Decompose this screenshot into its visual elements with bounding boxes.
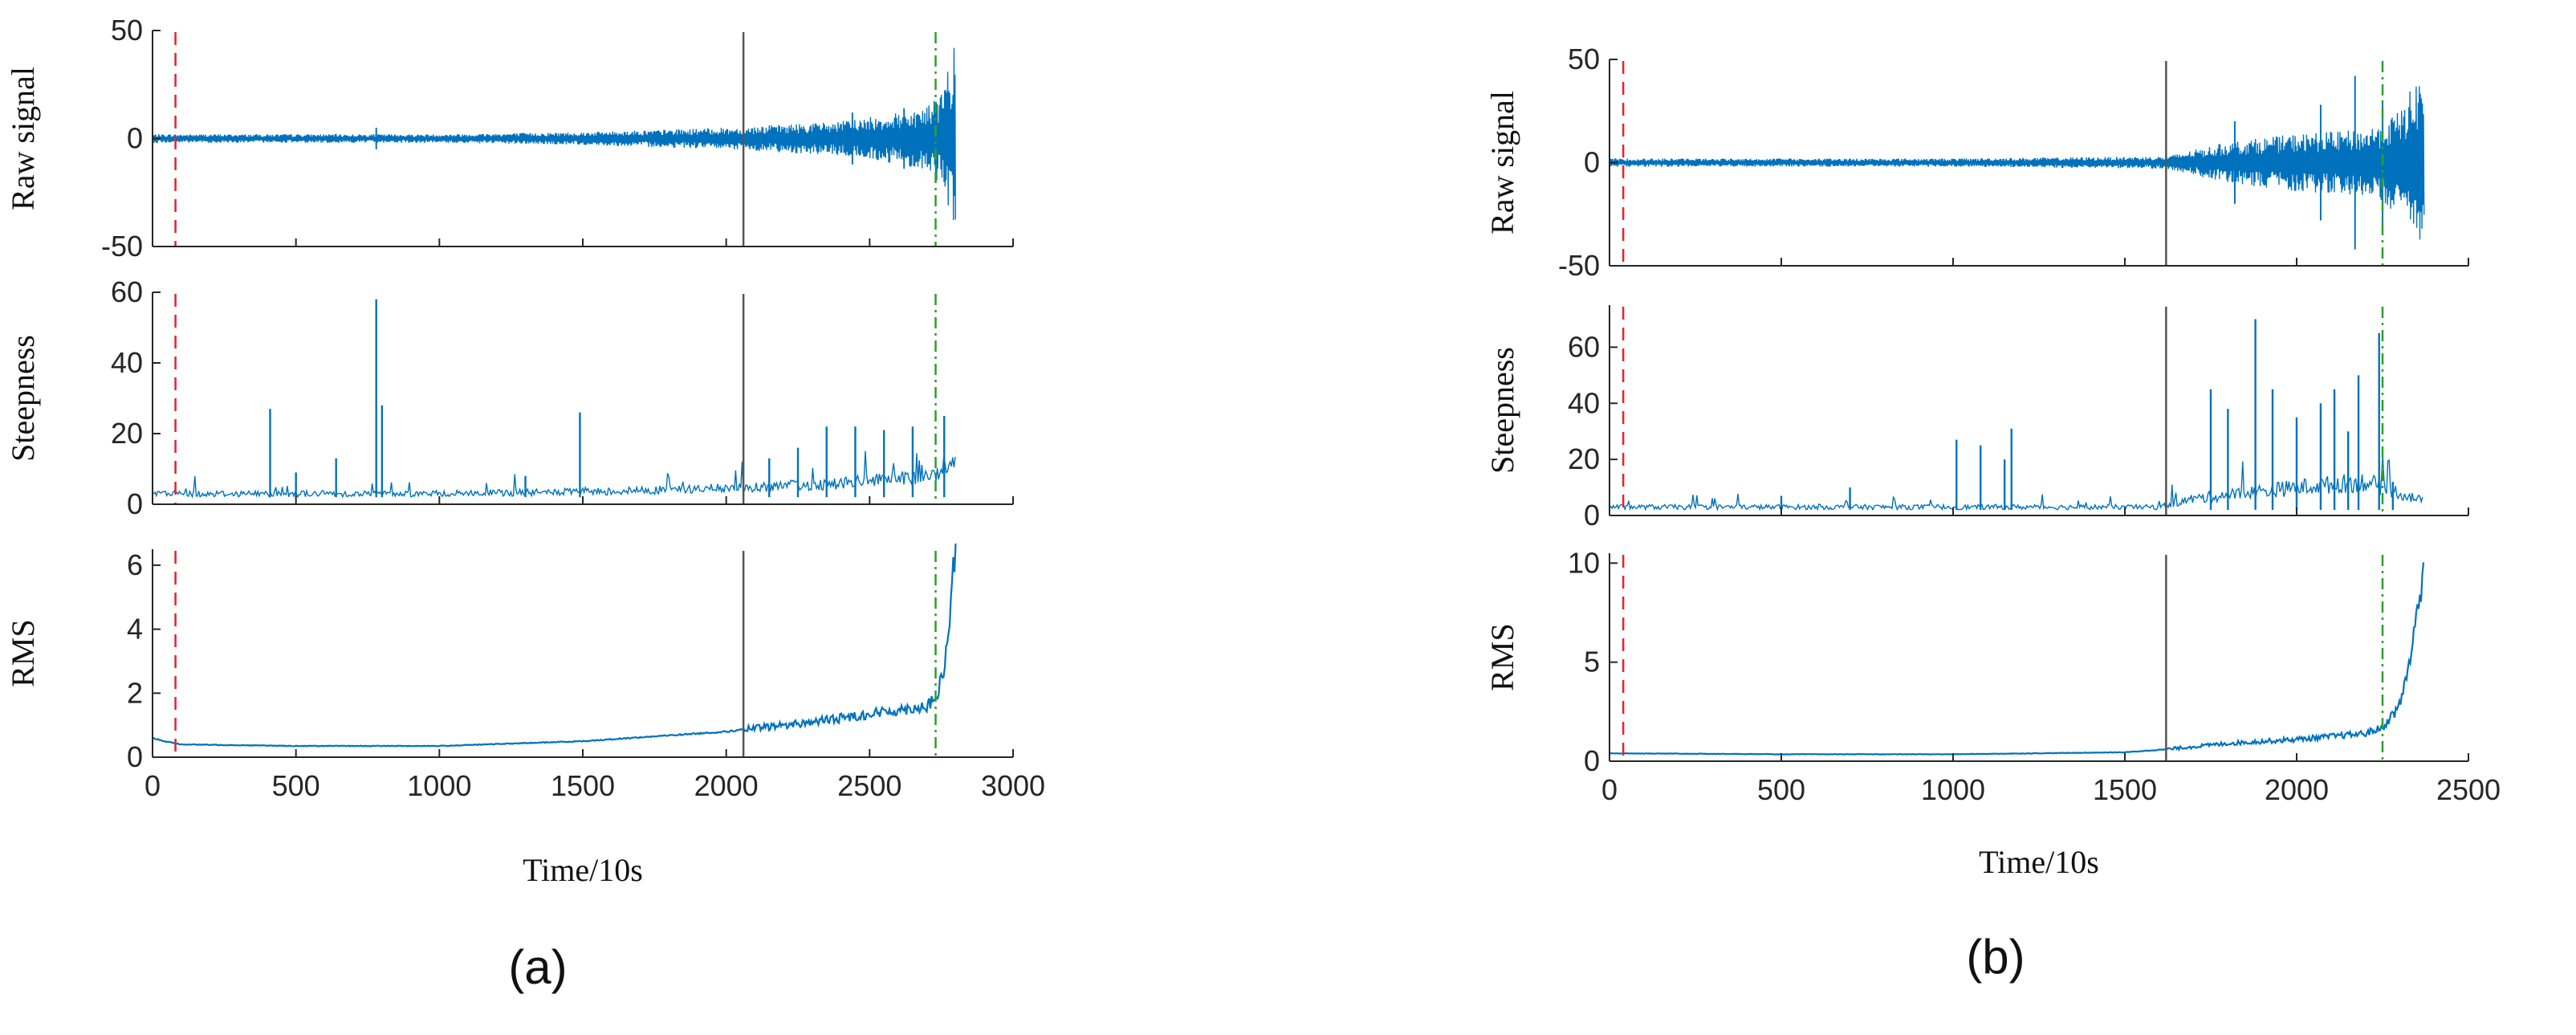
y-tick-label: -50 xyxy=(101,230,143,263)
y-tick-label: 0 xyxy=(127,487,143,520)
y-axis-label: RMS xyxy=(5,619,41,687)
x-tick-label: 500 xyxy=(1757,773,1805,806)
y-axis-label: Raw signal xyxy=(5,67,41,210)
x-tick-label: 500 xyxy=(272,769,320,802)
y-tick-label: 10 xyxy=(1568,546,1600,579)
y-tick-label: 0 xyxy=(1584,146,1600,179)
x-tick-label: 1000 xyxy=(1921,773,1985,806)
y-tick-label: 0 xyxy=(127,740,143,773)
subplot-3: 0 5 10 RMS xyxy=(1484,546,2469,777)
subplot-1: -50 0 50 Raw signal xyxy=(1484,43,2469,282)
x-tick-label: 0 xyxy=(144,769,161,802)
series-line xyxy=(1609,319,2423,511)
y-tick-label: 6 xyxy=(127,548,143,581)
y-tick-label: 40 xyxy=(111,346,143,379)
series-line xyxy=(1609,75,2425,250)
y-tick-label: -50 xyxy=(1558,249,1600,282)
series-line xyxy=(152,299,956,499)
y-tick-label: 4 xyxy=(127,613,143,646)
panel-label: (a) xyxy=(508,940,567,994)
y-tick-label: 20 xyxy=(1568,442,1600,475)
x-axis-label: Time/10s xyxy=(523,852,643,888)
subplot-2: 0 20 40 60 Steepness xyxy=(5,275,1014,520)
x-tick-label: 0 xyxy=(1601,773,1618,806)
x-tick-label: 2500 xyxy=(837,769,901,802)
x-tick-label: 1500 xyxy=(2093,773,2157,806)
panel-label: (b) xyxy=(1966,930,2025,984)
x-tick-label: 3000 xyxy=(981,769,1045,802)
x-tick-label: 1000 xyxy=(407,769,471,802)
x-axis-label: Time/10s xyxy=(1979,844,2099,880)
y-axis-label: Raw signal xyxy=(1484,91,1520,234)
y-tick-label: 0 xyxy=(127,122,143,155)
y-tick-label: 5 xyxy=(1584,646,1600,678)
y-tick-label: 60 xyxy=(1568,330,1600,363)
subplot-3: 0 2 4 6 RMS xyxy=(5,543,1014,773)
y-tick-label: 50 xyxy=(1568,43,1600,75)
x-tick-label: 2500 xyxy=(2436,773,2501,806)
x-tick-label: 2000 xyxy=(2265,773,2329,806)
subplot-1: -50 0 50 Raw signal xyxy=(5,14,1014,263)
y-axis-label: RMS xyxy=(1484,623,1520,691)
y-tick-label: 2 xyxy=(127,676,143,709)
y-tick-label: 40 xyxy=(1568,386,1600,419)
y-axis-label: Steepness xyxy=(1484,347,1520,474)
y-tick-label: 60 xyxy=(111,275,143,308)
y-tick-label: 20 xyxy=(111,417,143,450)
x-tick-label: 1500 xyxy=(551,769,615,802)
y-axis-label: Steepness xyxy=(5,335,41,462)
y-tick-label: 50 xyxy=(111,14,143,47)
y-tick-label: 0 xyxy=(1584,499,1600,532)
subplot-2: 0 20 40 60 Steepness xyxy=(1484,305,2469,532)
series-line xyxy=(1609,562,2425,756)
series-line xyxy=(152,543,957,748)
x-tick-label: 2000 xyxy=(694,769,759,802)
series-line xyxy=(152,47,956,221)
y-tick-label: 0 xyxy=(1584,744,1600,777)
